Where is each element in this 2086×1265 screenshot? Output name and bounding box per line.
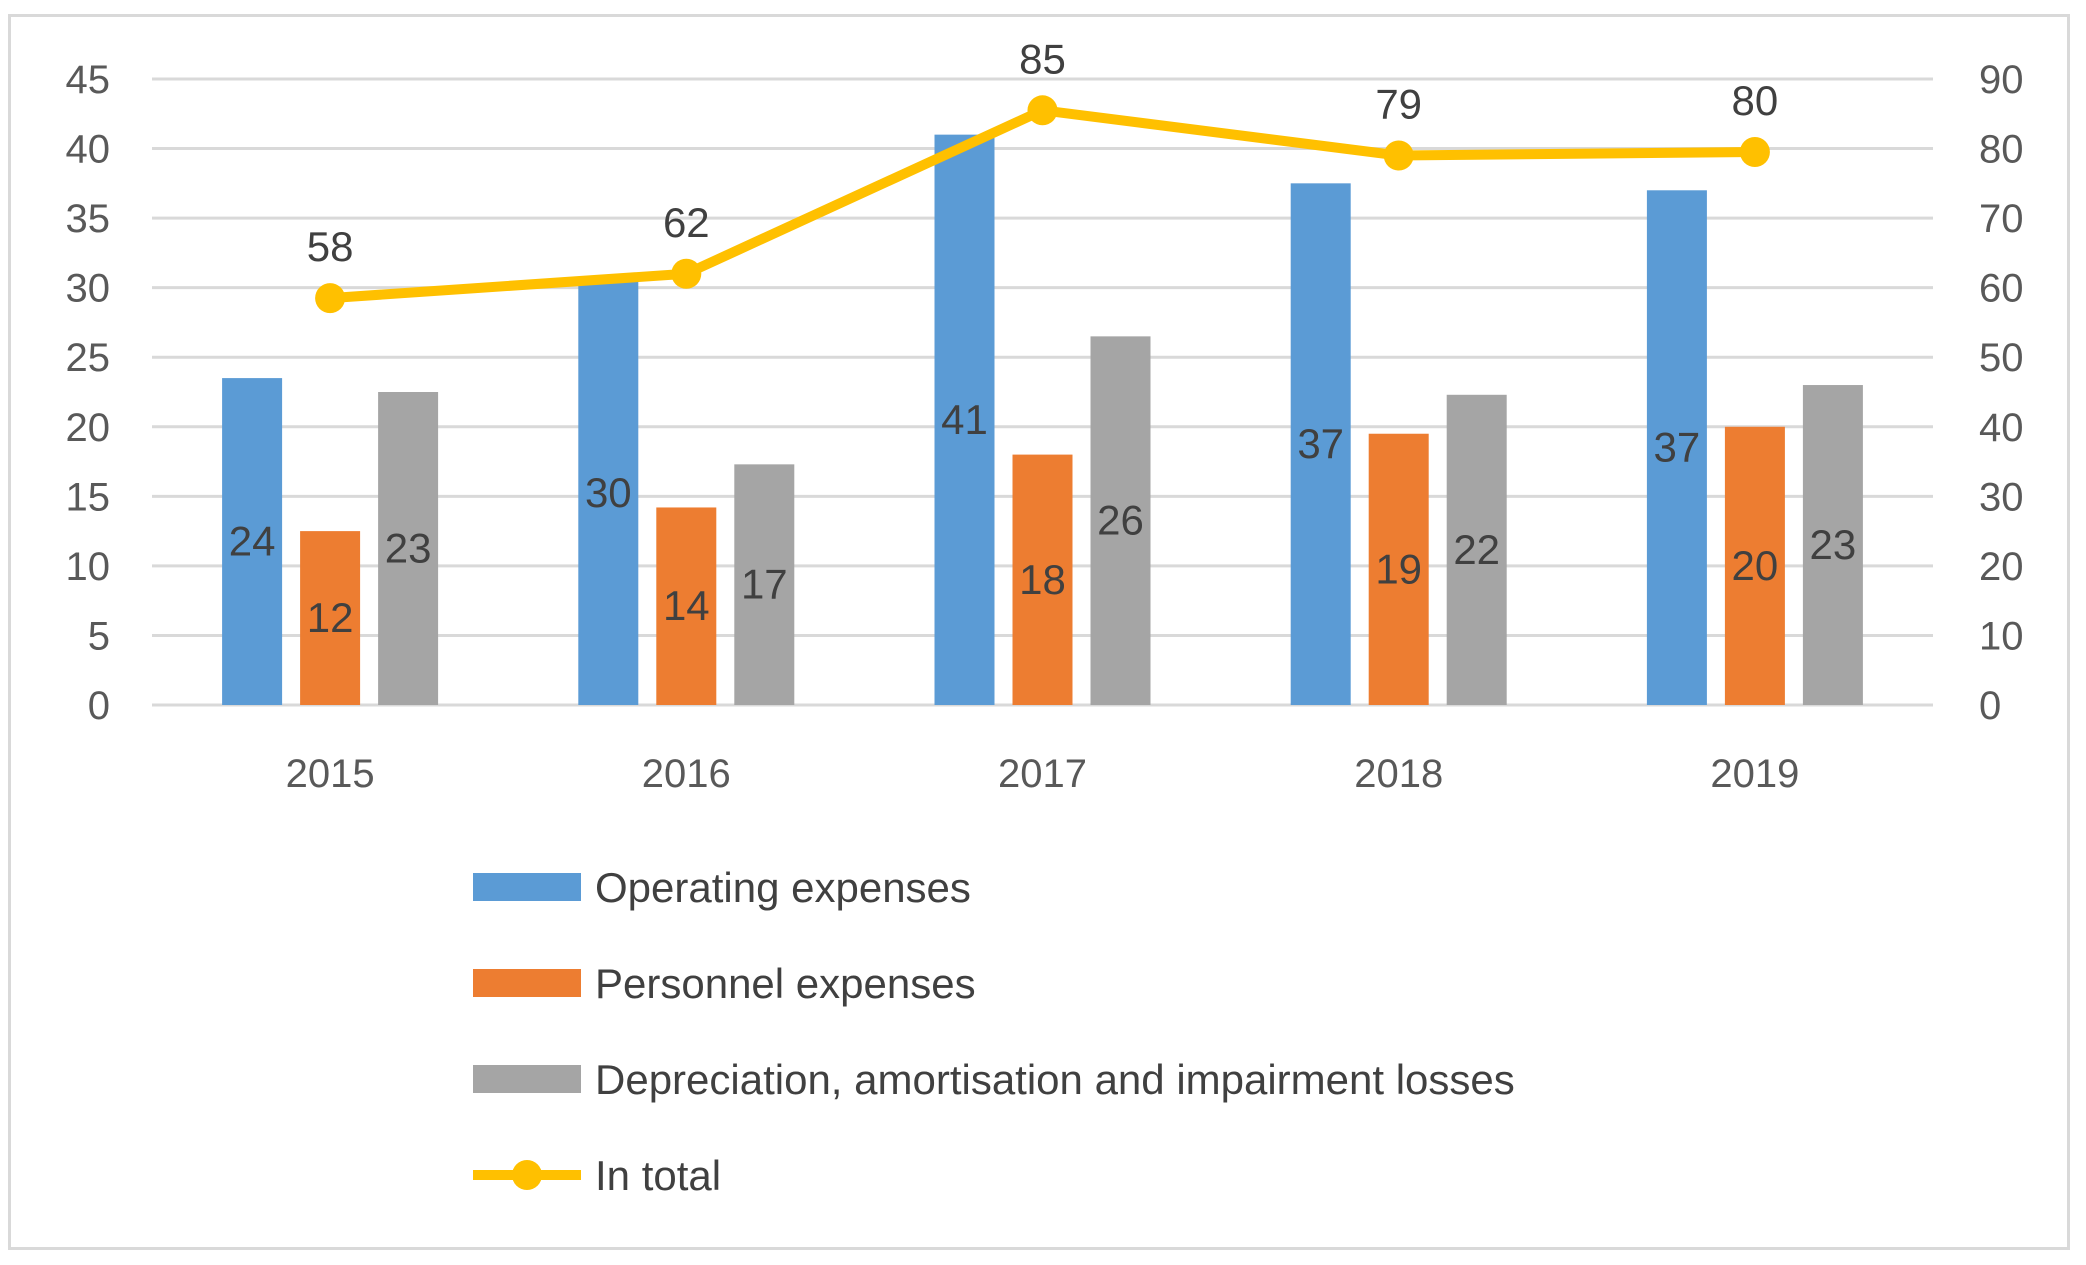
bar-data-label: 24: [229, 518, 276, 565]
x-tick-label: 2016: [642, 752, 731, 796]
legend-swatch: [473, 1065, 581, 1093]
x-tick-label: 2017: [998, 752, 1087, 796]
y-right-tick-label: 20: [1979, 545, 2024, 589]
y-right-tick-label: 70: [1979, 197, 2024, 241]
bar-data-label: 18: [1019, 556, 1066, 603]
bar-depreciation-2015: [378, 392, 439, 705]
legend-swatch: [473, 969, 581, 997]
y-right-tick-label: 90: [1979, 58, 2024, 102]
x-axis: 2015 2016 2017 2018 2019: [286, 752, 1800, 796]
total-data-label: 79: [1375, 81, 1422, 128]
bar-personnel-2015: [300, 531, 361, 705]
bar-data-label: 22: [1453, 526, 1500, 573]
bar-personnel-2019: [1724, 426, 1785, 705]
total-line-path: [325, 105, 1760, 304]
bar-data-label: 26: [1097, 497, 1144, 544]
y-right-tick-label: 0: [1979, 684, 2001, 728]
total-point-2019: [1739, 137, 1770, 168]
y-right-tick-label: 50: [1979, 336, 2024, 380]
y-right-tick-label: 60: [1979, 267, 2024, 311]
y-axis-right: 0 10 20 30 40 50 60 70 80 90: [1979, 58, 2024, 728]
y-left-tick-label: 30: [66, 267, 111, 311]
y-right-tick-label: 40: [1979, 406, 2024, 450]
bar-operating-2016: [578, 280, 639, 705]
legend-label: In total: [595, 1152, 721, 1199]
bar-data-label: 23: [1810, 521, 1857, 568]
bar-depreciation-2019: [1802, 385, 1863, 705]
y-left-tick-label: 20: [66, 406, 111, 450]
bar-operating-2015: [222, 378, 283, 705]
bar-data-label: 37: [1297, 420, 1344, 467]
bar-depreciation-2016: [734, 464, 795, 705]
y-left-tick-label: 5: [88, 614, 110, 658]
bar-depreciation-2017: [1090, 336, 1151, 705]
bar-data-label: 12: [307, 594, 354, 641]
bar-data-label: 41: [941, 396, 988, 443]
x-tick-label: 2019: [1710, 752, 1799, 796]
bar-personnel-2016: [656, 507, 717, 705]
y-right-tick-label: 10: [1979, 614, 2024, 658]
total-data-label: 58: [307, 223, 354, 270]
y-left-tick-label: 45: [66, 58, 111, 102]
bar-operating-2018: [1290, 183, 1351, 706]
bar-data-label: 37: [1654, 424, 1701, 471]
y-right-tick-label: 30: [1979, 475, 2024, 519]
gridlines: [152, 77, 1933, 707]
bar-operating-2019: [1646, 190, 1707, 706]
y-left-tick-label: 25: [66, 336, 111, 380]
bar-data-label: 30: [585, 469, 632, 516]
bar-depreciation-2018: [1446, 394, 1507, 705]
y-axis-left: 0 5 10 15 20 25 30 35 40 45: [66, 58, 111, 728]
y-left-tick-label: 15: [66, 475, 111, 519]
bar-personnel-2018: [1368, 433, 1429, 705]
legend-label: Personnel expenses: [595, 960, 976, 1007]
legend-swatch: [473, 873, 581, 901]
legend: Operating expenses Personnel expenses Depr…: [473, 864, 1515, 1199]
total-data-label: 85: [1019, 35, 1066, 82]
bar-data-label: 20: [1732, 542, 1779, 589]
x-tick-label: 2018: [1354, 752, 1443, 796]
bar-data-label: 14: [663, 582, 710, 629]
bar-data-label: 23: [385, 525, 432, 572]
y-left-tick-label: 0: [88, 684, 110, 728]
y-left-tick-label: 10: [66, 545, 111, 589]
total-point-2017: [1027, 95, 1058, 126]
total-data-label: 80: [1732, 77, 1779, 124]
x-tick-label: 2015: [286, 752, 375, 796]
legend-marker: [512, 1160, 542, 1190]
bar-operating-2017: [934, 134, 995, 706]
bar-data-label: 19: [1375, 545, 1422, 592]
total-point-2016: [671, 258, 702, 289]
bars: 24 12 23 30 14 17 41 18 26 37 19 22 37 20 23: [222, 134, 1863, 706]
total-line: 58 62 85 79 80: [307, 35, 1779, 314]
y-left-tick-label: 40: [66, 128, 111, 172]
bar-data-label: 17: [741, 561, 788, 608]
y-right-tick-label: 80: [1979, 128, 2024, 172]
total-point-2015: [315, 283, 346, 314]
bar-personnel-2017: [1012, 454, 1073, 705]
y-left-tick-label: 35: [66, 197, 111, 241]
legend-label: Depreciation, amortisation and impairmen…: [595, 1056, 1515, 1103]
total-point-2018: [1383, 140, 1414, 171]
total-data-label: 62: [663, 199, 710, 246]
legend-label: Operating expenses: [595, 864, 971, 911]
